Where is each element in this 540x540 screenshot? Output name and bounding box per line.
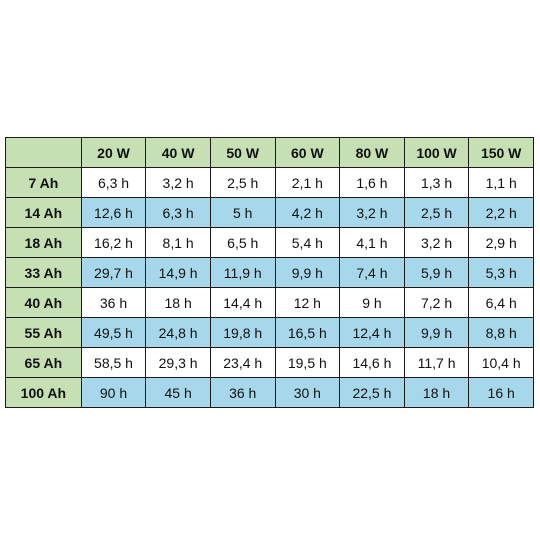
table-row: 100 Ah 90 h 45 h 36 h 30 h 22,5 h 18 h 16 h: [5, 377, 534, 408]
table-cell: 4,1 h: [339, 227, 405, 258]
table-cell: 18 h: [145, 287, 211, 318]
table-cell: 8,8 h: [468, 317, 534, 348]
table-row: 65 Ah 58,5 h 29,3 h 23,4 h 19,5 h 14,6 h 11,7 …: [5, 347, 534, 378]
table-cell: 3,2 h: [339, 197, 405, 228]
table-cell: 7,4 h: [339, 257, 405, 288]
table-cell: 36 h: [80, 287, 147, 318]
row-header: 14 Ah: [5, 197, 82, 228]
column-header: 150 W: [468, 137, 534, 168]
table-cell: 45 h: [145, 377, 211, 408]
table-cell: 19,8 h: [209, 317, 276, 348]
table-cell: 5 h: [209, 197, 276, 228]
table-cell: 9,9 h: [403, 317, 470, 348]
column-header: 40 W: [145, 137, 211, 168]
table-row: 55 Ah 49,5 h 24,8 h 19,8 h 16,5 h 12,4 h 9,9 h…: [5, 317, 534, 348]
table-cell: 5,3 h: [468, 257, 534, 288]
table-cell: 16,2 h: [80, 227, 147, 258]
row-header: 33 Ah: [5, 257, 82, 288]
table-cell: 2,9 h: [468, 227, 534, 258]
table-cell: 22,5 h: [339, 377, 405, 408]
column-header: 50 W: [209, 137, 276, 168]
table-cell: 10,4 h: [468, 347, 534, 378]
table-cell: 58,5 h: [80, 347, 147, 378]
table-cell: 12 h: [274, 287, 341, 318]
table-cell: 23,4 h: [209, 347, 276, 378]
table-row: 18 Ah 16,2 h 8,1 h 6,5 h 5,4 h 4,1 h 3,2 h 2,9 …: [5, 227, 534, 258]
table-row: 7 Ah 6,3 h 3,2 h 2,5 h 2,1 h 1,6 h 1,3 h 1,1 h: [5, 167, 534, 198]
table-cell: 16 h: [468, 377, 534, 408]
table-cell: 6,3 h: [80, 167, 147, 198]
table-cell: 8,1 h: [145, 227, 211, 258]
column-header: 100 W: [403, 137, 470, 168]
table-cell: 11,7 h: [403, 347, 470, 378]
table-cell: 12,6 h: [80, 197, 147, 228]
table-cell: 6,5 h: [209, 227, 276, 258]
table-cell: 29,7 h: [80, 257, 147, 288]
row-header: 40 Ah: [5, 287, 82, 318]
table-cell: 6,3 h: [145, 197, 211, 228]
table-cell: 9 h: [339, 287, 405, 318]
table-cell: 5,4 h: [274, 227, 341, 258]
runtime-table: 20 W 40 W 50 W 60 W 80 W 100 W 150 W 7 A…: [5, 137, 534, 408]
table-cell: 1,3 h: [403, 167, 470, 198]
table-cell: 12,4 h: [339, 317, 405, 348]
table-cell: 29,3 h: [145, 347, 211, 378]
table-cell: 9,9 h: [274, 257, 341, 288]
table-cell: 3,2 h: [145, 167, 211, 198]
table-cell: 1,1 h: [468, 167, 534, 198]
table-cell: 1,6 h: [339, 167, 405, 198]
table-cell: 16,5 h: [274, 317, 341, 348]
row-header: 7 Ah: [5, 167, 82, 198]
column-header: 80 W: [339, 137, 405, 168]
row-header: 18 Ah: [5, 227, 82, 258]
table-cell: 3,2 h: [403, 227, 470, 258]
table-cell: 5,9 h: [403, 257, 470, 288]
row-header: 100 Ah: [5, 377, 82, 408]
table-cell: 7,2 h: [403, 287, 470, 318]
corner-cell: [5, 137, 82, 168]
table-cell: 2,1 h: [274, 167, 341, 198]
table-cell: 14,6 h: [339, 347, 405, 378]
column-header: 60 W: [274, 137, 341, 168]
table-cell: 2,5 h: [403, 197, 470, 228]
table-cell: 49,5 h: [80, 317, 147, 348]
table-cell: 90 h: [80, 377, 147, 408]
table-cell: 36 h: [209, 377, 276, 408]
table-cell: 2,5 h: [209, 167, 276, 198]
table-cell: 18 h: [403, 377, 470, 408]
table-cell: 6,4 h: [468, 287, 534, 318]
header-row: 20 W 40 W 50 W 60 W 80 W 100 W 150 W: [5, 137, 534, 168]
table-cell: 4,2 h: [274, 197, 341, 228]
row-header: 65 Ah: [5, 347, 82, 378]
column-header: 20 W: [80, 137, 147, 168]
table-cell: 14,4 h: [209, 287, 276, 318]
table-row: 33 Ah 29,7 h 14,9 h 11,9 h 9,9 h 7,4 h 5,9 h 5,…: [5, 257, 534, 288]
row-header: 55 Ah: [5, 317, 82, 348]
table-cell: 14,9 h: [145, 257, 211, 288]
table-cell: 24,8 h: [145, 317, 211, 348]
table-cell: 30 h: [274, 377, 341, 408]
table-cell: 19,5 h: [274, 347, 341, 378]
table-cell: 11,9 h: [209, 257, 276, 288]
table-cell: 2,2 h: [468, 197, 534, 228]
